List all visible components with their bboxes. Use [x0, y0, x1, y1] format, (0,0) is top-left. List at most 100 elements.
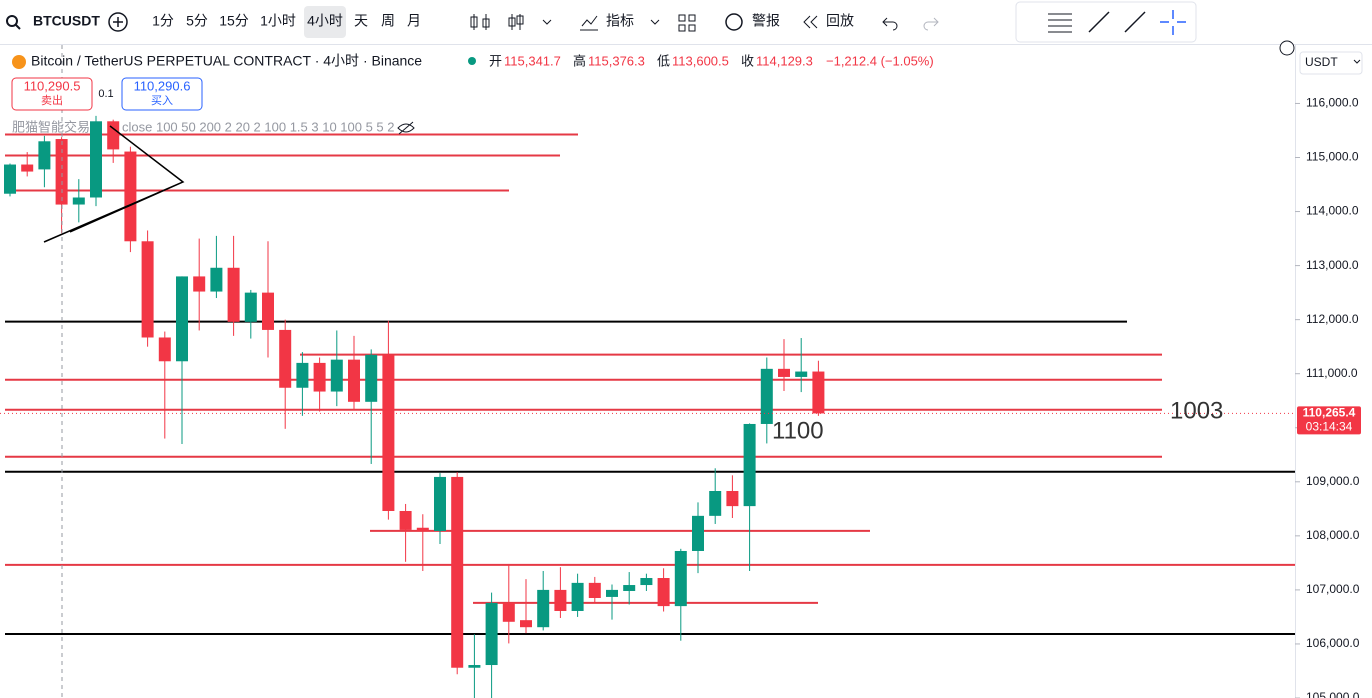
- visibility-icon[interactable]: [397, 121, 415, 135]
- currency-box[interactable]: [1299, 51, 1363, 75]
- ohlc-label: 收: [741, 53, 754, 68]
- countdown: 03:14:34: [1306, 420, 1353, 434]
- dropdown[interactable]: [650, 19, 660, 25]
- indicator-icon: [580, 15, 598, 31]
- candle-body: [537, 589, 550, 628]
- candle-body: [38, 141, 51, 170]
- undo[interactable]: [882, 17, 898, 31]
- candle-body: [812, 371, 825, 414]
- ohlc-value: 113,600.5: [672, 53, 729, 68]
- candle-body: [90, 121, 102, 198]
- interval[interactable]: 天: [354, 13, 368, 29]
- y-tick-label: 105,000.0: [1306, 690, 1360, 698]
- candle-body: [107, 121, 120, 150]
- alert-button[interactable]: 警报: [752, 13, 780, 29]
- layout-icon[interactable]: [678, 14, 696, 32]
- candle-body: [451, 476, 464, 668]
- sell-price: 110,290.5: [24, 78, 81, 93]
- candle-body: [124, 151, 137, 242]
- replay-icon: [803, 15, 818, 29]
- interval[interactable]: 月: [407, 13, 421, 29]
- candle-body: [296, 362, 309, 388]
- chart-style[interactable]: [508, 14, 524, 30]
- chart-type[interactable]: [470, 14, 490, 30]
- interval[interactable]: 5分: [186, 13, 208, 29]
- y-tick-label: 112,000.0: [1306, 312, 1359, 326]
- candle-body: [330, 359, 343, 392]
- symbol[interactable]: BTCUSDT: [33, 13, 100, 29]
- candle-body: [210, 267, 223, 292]
- candle-body: [348, 359, 360, 402]
- candle-body: [554, 589, 567, 611]
- redo[interactable]: [923, 17, 939, 31]
- candle-body: [623, 585, 636, 591]
- add-symbol[interactable]: [108, 12, 128, 32]
- candle-body: [279, 329, 292, 388]
- candle-body: [692, 515, 704, 551]
- candle-body: [468, 665, 481, 668]
- candle-body: [55, 139, 68, 205]
- candle-body: [520, 620, 532, 628]
- indicators-button[interactable]: 指标: [606, 13, 634, 29]
- y-tick-label: 113,000.0: [1306, 258, 1359, 272]
- add-symbol-icon: [113, 17, 123, 27]
- crosshair-tool[interactable]: [1160, 10, 1186, 35]
- candle-body: [416, 527, 429, 531]
- y-tick-label: 108,000.0: [1306, 528, 1360, 542]
- ohlc-label: 高: [573, 53, 586, 68]
- settings-icon[interactable]: [1279, 40, 1295, 56]
- ohlc-value: 115,376.3: [588, 53, 645, 68]
- buy-button[interactable]: [121, 77, 203, 111]
- candle-body: [674, 550, 687, 607]
- ohlc: 开 115,341.7 高 115,376.3 低 113,600.5 收 114,129.3: [489, 53, 813, 68]
- last-price-box: [1297, 406, 1361, 435]
- candle-body: [743, 423, 756, 507]
- candle-body: [726, 490, 739, 507]
- y-tick-label: 115,000.0: [1306, 150, 1359, 164]
- currency: USDT: [1305, 55, 1338, 69]
- trend-tool[interactable]: [1088, 11, 1110, 33]
- interval[interactable]: 15分: [219, 13, 249, 29]
- dropdown: [1353, 59, 1361, 64]
- candle-body: [795, 371, 808, 377]
- candle-body: [588, 582, 601, 599]
- candle-body: [571, 582, 584, 611]
- fib-tool[interactable]: [1048, 13, 1072, 33]
- intervals: 1分 5分 15分 1小时 4小时天周月: [152, 6, 421, 38]
- interval[interactable]: 4小时: [307, 13, 343, 29]
- y-tick-label: 106,000.0: [1306, 636, 1360, 650]
- indicator-name: 肥猫智能交易: [12, 119, 90, 134]
- candle-body: [399, 510, 412, 530]
- candle-body: [434, 476, 446, 531]
- search-icon[interactable]: [6, 15, 18, 27]
- sell-label: 卖出: [41, 93, 63, 107]
- candle-body: [21, 164, 34, 172]
- ohlc-label: 开: [489, 53, 502, 68]
- y-tick-label: 109,000.0: [1306, 474, 1360, 488]
- alert-icon: [725, 13, 743, 31]
- ohlc-label: 低: [657, 53, 670, 68]
- legend-title: Bitcoin / TetherUS PERPETUAL CONTRACT · …: [31, 53, 422, 69]
- last-price: 110,265.4: [1303, 406, 1356, 420]
- candle-body: [382, 354, 395, 511]
- line-tool[interactable]: [1124, 11, 1146, 33]
- replay-button[interactable]: 回放: [826, 13, 854, 29]
- candle-body: [640, 578, 653, 586]
- candle-body: [262, 292, 274, 330]
- price-axis: 105,000.0 106,000.0 107,000.0 108,000.0 109,…: [1295, 96, 1361, 698]
- candle-body: [709, 490, 722, 516]
- interval[interactable]: 1分: [152, 13, 174, 29]
- triangle-drawing: [43, 125, 185, 243]
- dropdown[interactable]: [542, 19, 552, 25]
- buy-label: 买入: [151, 94, 173, 107]
- candle-body: [365, 354, 378, 402]
- candle-body: [72, 197, 85, 205]
- annotation: 1100: [772, 417, 824, 444]
- interval[interactable]: 周: [381, 13, 395, 29]
- annotation: 1003: [1170, 397, 1223, 424]
- candle-body: [141, 241, 154, 338]
- sell-button[interactable]: [11, 77, 93, 111]
- y-tick-label: 111,000.0: [1306, 366, 1358, 380]
- interval[interactable]: 1小时: [260, 13, 296, 29]
